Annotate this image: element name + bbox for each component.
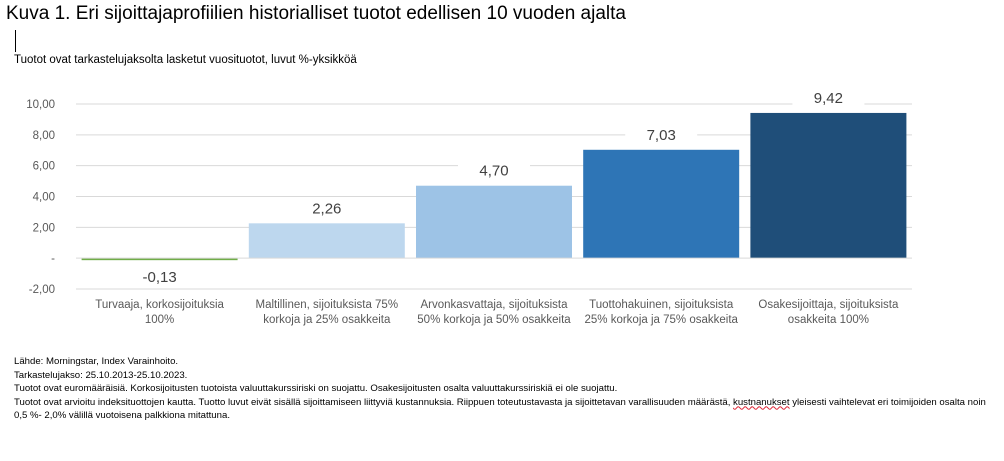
costs-note: Tuotot ovat arvioitu indeksituottojen ka…	[14, 396, 999, 423]
source-note: Lähde: Morningstar, Index Varainhoito.	[14, 356, 179, 367]
bar	[248, 223, 405, 259]
data-label-background	[792, 87, 865, 108]
footnotes: Lähde: Morningstar, Index Varainhoito. T…	[14, 355, 999, 423]
chart-subtitle: Tuotot ovat tarkastelujaksolta lasketut …	[14, 54, 357, 66]
bar	[81, 258, 238, 261]
data-label-background	[458, 160, 530, 181]
category-label: Arvonkasvattaja, sijoituksista	[420, 299, 568, 311]
data-label: -0,13	[142, 269, 176, 286]
data-label-background	[625, 124, 698, 145]
category-label: Turvaaja, korkosijoituksia	[95, 299, 224, 311]
data-label: 7,03	[647, 127, 676, 144]
y-tick-label: 8,00	[33, 130, 55, 142]
data-label-background	[123, 267, 196, 288]
costs-note-end: yleisesti vaihtelevat eri toimijoiden os…	[14, 396, 986, 422]
misspelled-word: kustnanukset	[733, 396, 790, 408]
category-label: osakkeita 100%	[788, 314, 869, 326]
category-label: Osakesijoittaja, sijoituksista	[758, 299, 899, 311]
y-tick-label: -	[51, 253, 55, 265]
bar	[416, 185, 572, 259]
bar-chart: 10,00 8,00 6,00 4,00 2,00 - -2,00 -0,13 Turvaaja…	[26, 87, 912, 326]
y-tick-label: -2,00	[29, 284, 55, 296]
currency-note: Tuotot ovat euromääräisiä. Korkosijoitus…	[14, 383, 618, 394]
category-label: 50% korkoja ja 50% osakkeita	[417, 314, 571, 326]
costs-note-start: Tuotot ovat arvioitu indeksituottojen ka…	[14, 396, 734, 408]
category-label: Maltillinen, sijoituksista 75%	[256, 299, 399, 311]
data-label: 9,42	[814, 90, 843, 107]
data-label-background	[290, 198, 363, 219]
data-label: 2,26	[312, 200, 341, 217]
y-tick-label: 10,00	[26, 99, 55, 111]
text-cursor	[15, 30, 16, 52]
bar	[583, 149, 740, 259]
chart-title: Kuva 1. Eri sijoittajaprofiilien histori…	[6, 3, 626, 24]
category-label: Tuottohakuinen, sijoituksista	[589, 299, 734, 311]
bar	[750, 112, 907, 259]
y-tick-label: 2,00	[33, 222, 55, 234]
period-note: Tarkastelujakso: 25.10.2013-25.10.2023.	[14, 369, 188, 381]
data-label: 4,70	[479, 163, 508, 180]
y-tick-label: 4,00	[33, 192, 55, 204]
y-tick-label: 6,00	[33, 161, 55, 173]
category-label: 100%	[145, 314, 174, 326]
category-label: 25% korkoja ja 75% osakkeita	[584, 314, 738, 326]
category-label: korkoja ja 25% osakkeita	[263, 314, 391, 326]
